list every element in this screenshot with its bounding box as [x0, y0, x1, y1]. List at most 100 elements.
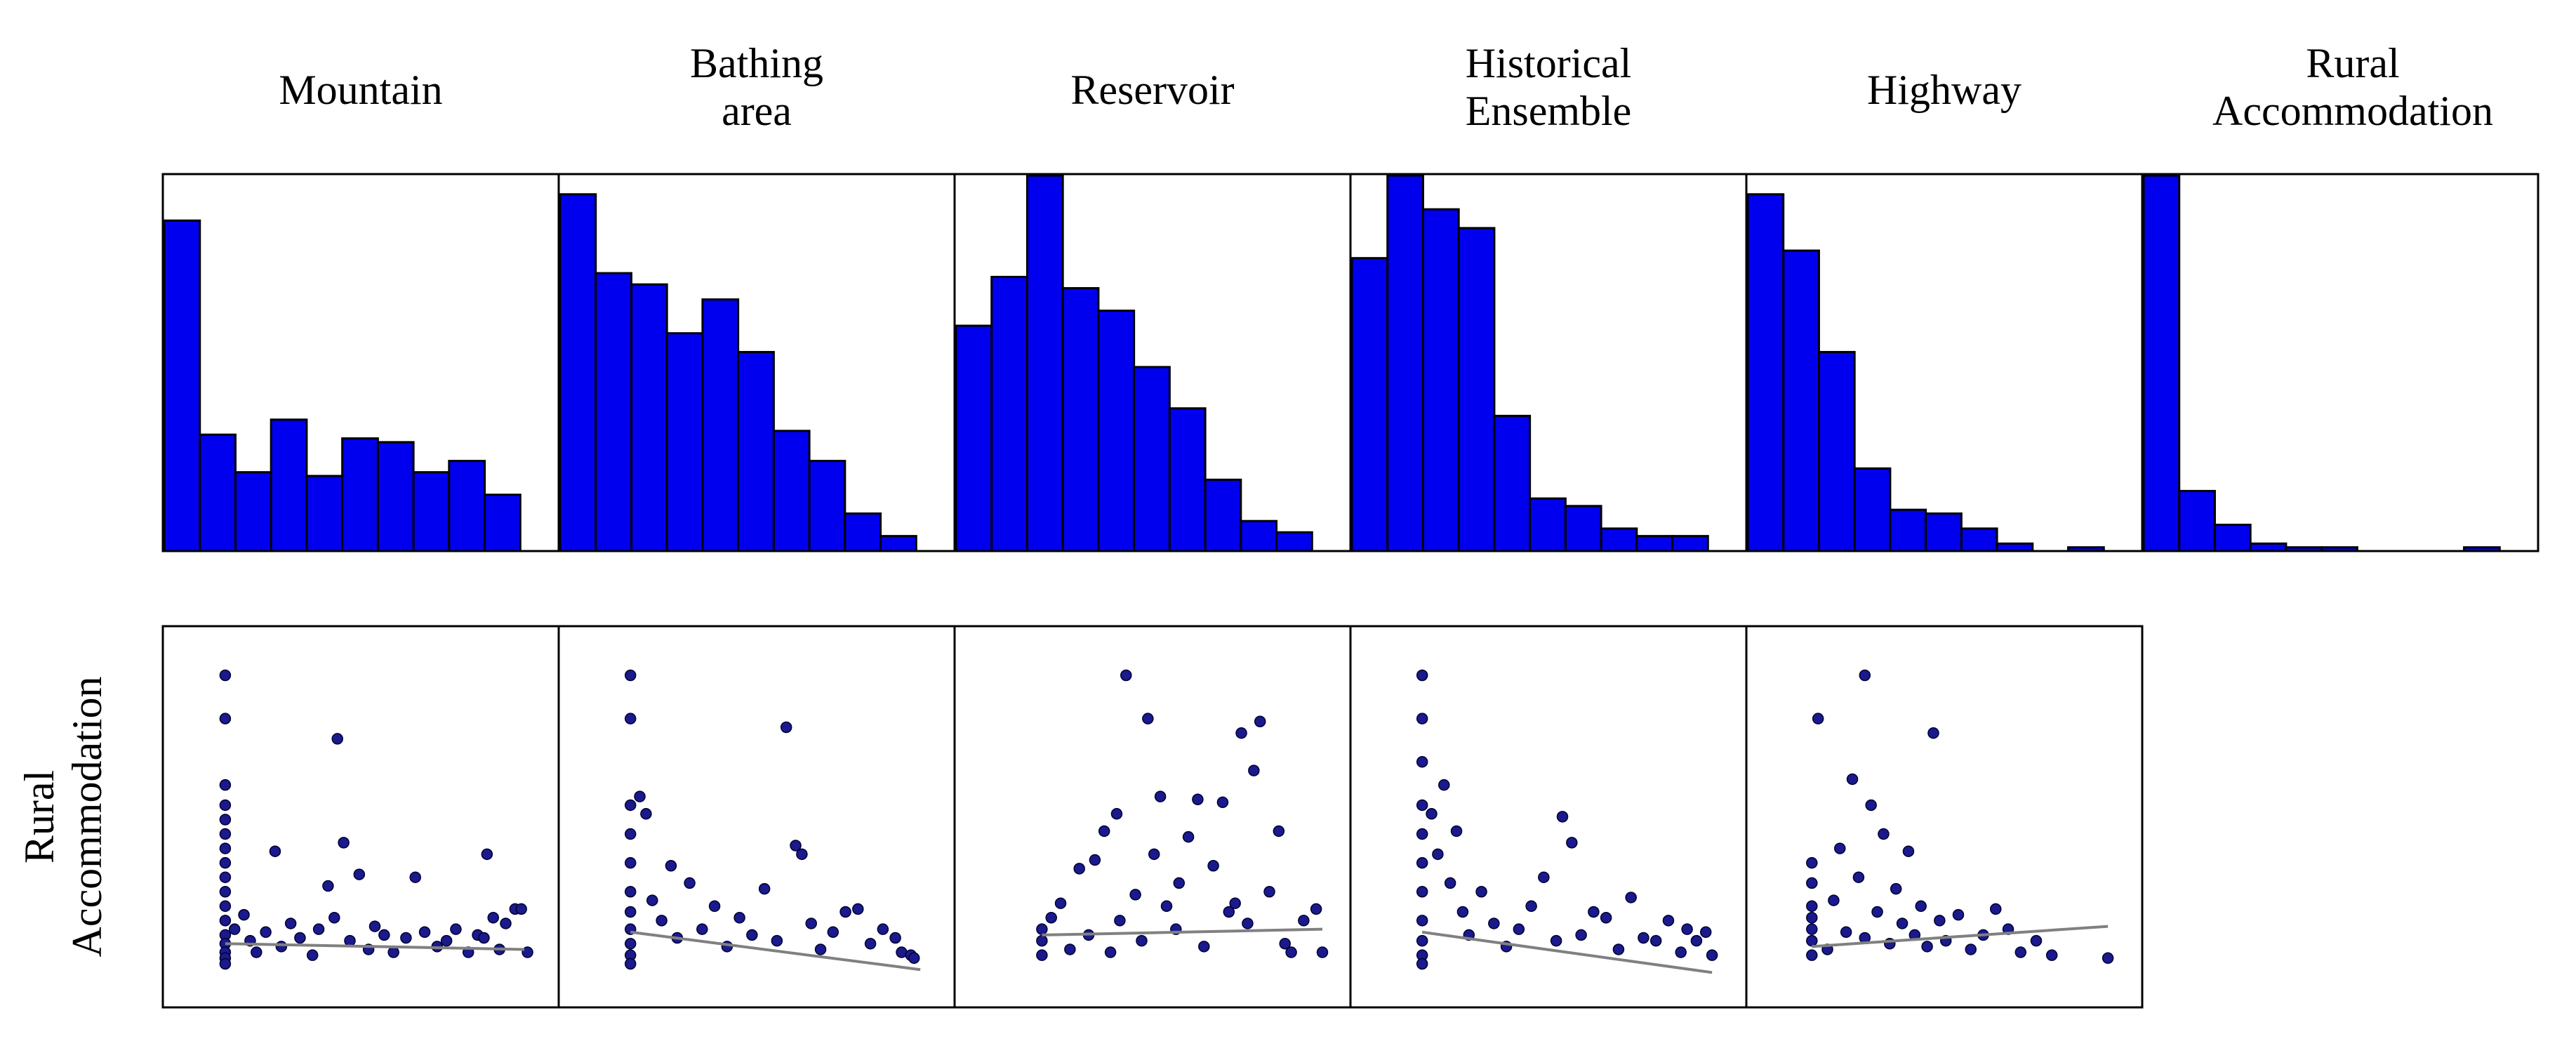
histogram-bar	[630, 283, 668, 552]
column-title-4: Historical Ensemble	[1466, 40, 1632, 134]
scatter-point	[908, 952, 920, 965]
histogram-bar	[1025, 174, 1064, 552]
scatter-point	[696, 923, 708, 935]
scatter-point	[1173, 877, 1186, 889]
scatter-point	[481, 848, 493, 861]
scatter-point	[1525, 900, 1537, 913]
scatter-point	[219, 856, 232, 869]
scatter-point	[1896, 918, 1908, 929]
scatter-point	[487, 911, 499, 924]
scatter-point	[684, 877, 696, 889]
scatter-point	[219, 842, 232, 854]
scatter-point	[522, 946, 533, 958]
scatter-point	[1036, 949, 1048, 961]
scatter-point	[1298, 915, 1310, 927]
histogram-bar	[376, 441, 415, 552]
scatter-point	[1248, 764, 1260, 776]
scatter-point	[331, 733, 343, 745]
scatter-point	[478, 932, 490, 944]
scatter-point	[827, 926, 839, 939]
row-label-line: Accommodation	[64, 677, 110, 958]
scatter-point	[1416, 669, 1428, 682]
scatter-point	[1192, 793, 1204, 805]
scatter-point	[624, 856, 637, 869]
histogram-bar	[844, 512, 882, 552]
scatter-point	[378, 929, 390, 941]
histogram-bar	[163, 219, 201, 552]
scatter-point	[1207, 860, 1219, 872]
scatter-point	[322, 880, 334, 892]
histogram-bar	[879, 535, 917, 552]
scatter-point	[1254, 715, 1266, 728]
scatter-point	[328, 911, 340, 924]
histogram-bar	[1746, 193, 1785, 552]
scatter-point	[1852, 871, 1865, 883]
histogram-bar	[1350, 257, 1389, 552]
scatter-point	[1612, 943, 1625, 955]
scatter-point	[889, 932, 901, 944]
histogram-bar	[1889, 508, 1927, 552]
scatter-point	[1990, 903, 2002, 915]
histogram-bar	[665, 332, 704, 552]
scatter-point	[624, 799, 637, 812]
scatter-point	[228, 923, 241, 935]
column-title-line: Accommodation	[2212, 88, 2493, 134]
scatter-point	[219, 814, 232, 826]
scatter-point	[1416, 756, 1428, 768]
scatter-point	[312, 923, 325, 935]
scatter-point	[1110, 808, 1123, 820]
scatter-point	[1915, 900, 1927, 913]
histogram-bar	[1168, 407, 1207, 552]
scatter-point	[338, 837, 350, 849]
scatter-point	[1416, 934, 1428, 947]
histogram-bar	[1457, 227, 1496, 552]
scatter-point	[1148, 848, 1160, 861]
scatter-point	[260, 926, 272, 939]
scatter-point	[771, 934, 783, 947]
scatter-point	[1432, 848, 1444, 861]
scatter-point	[1263, 886, 1275, 898]
histogram-panel-2	[557, 173, 956, 552]
scatter-frame	[1745, 625, 2144, 1009]
scatter-point	[344, 934, 356, 947]
scatter-point	[665, 860, 677, 872]
histogram-bar	[199, 433, 237, 552]
histogram-bar	[701, 298, 740, 552]
scatter-point	[1064, 943, 1076, 955]
scatter-point	[1575, 929, 1587, 941]
scatter-point	[251, 946, 263, 958]
scatter-point	[1638, 932, 1649, 944]
scatter-point	[294, 932, 306, 944]
scatter-point	[814, 943, 827, 955]
histogram-bar	[2213, 524, 2252, 552]
scatter-point	[1216, 796, 1229, 809]
scatter-point	[1812, 713, 1824, 724]
scatter-point	[1806, 877, 1818, 889]
histogram-bar	[1600, 527, 1638, 552]
scatter-row	[161, 625, 2144, 1009]
scatter-point	[353, 868, 366, 880]
histogram-bar	[448, 460, 486, 552]
scatter-point	[1859, 669, 1871, 682]
histogram-bar	[234, 471, 272, 552]
fit-line	[1812, 925, 2109, 948]
scatter-point	[624, 906, 637, 918]
histogram-bar	[1133, 366, 1171, 552]
scatter-point	[1488, 918, 1500, 929]
scatter-point	[1699, 926, 1712, 939]
column-title-1: Mountain	[279, 67, 442, 113]
histogram-bar	[2178, 489, 2216, 552]
histogram-bar	[1204, 478, 1242, 552]
histogram-bar	[772, 430, 811, 552]
histogram-bar	[1782, 249, 1820, 552]
histogram-panel-5	[1745, 173, 2144, 552]
scatter-point	[1054, 897, 1067, 909]
scatter-point	[733, 911, 745, 924]
scatter-point	[1556, 811, 1569, 823]
scatter-point	[640, 808, 652, 820]
row-label-line: Rural	[16, 770, 62, 863]
histogram-bar	[595, 272, 632, 552]
scatter-point	[1223, 906, 1235, 918]
scatter-point	[1416, 799, 1428, 812]
histogram-bar	[737, 350, 775, 552]
